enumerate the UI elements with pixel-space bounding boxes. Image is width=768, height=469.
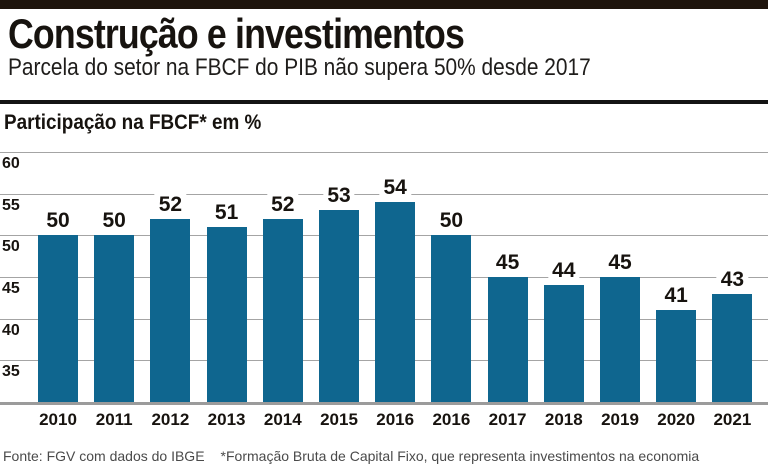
- bar: [150, 218, 191, 402]
- y-tick-label: 55: [2, 196, 20, 214]
- bar: [487, 277, 528, 402]
- bar-value-label: 45: [491, 250, 524, 275]
- bar: [712, 293, 753, 402]
- x-tick-label: 2011: [95, 410, 133, 429]
- x-axis-line: [0, 402, 768, 405]
- chart-title: Participação na FBCF* em %: [4, 111, 262, 134]
- bar-value-label: 45: [604, 250, 636, 275]
- x-tick-label: 2016: [432, 410, 471, 429]
- x-tick-label: 2019: [601, 410, 639, 429]
- chart-footer: Fonte: FGV com dados do IBGE *Formação Br…: [3, 448, 699, 464]
- source-text: Fonte: FGV com dados do IBGE: [3, 448, 205, 464]
- bar: [38, 235, 78, 402]
- page-title: Construção e investimentos: [8, 10, 465, 57]
- page-subtitle: Parcela do setor na FBCF do PIB não supe…: [8, 54, 591, 81]
- y-tick-label: 45: [2, 280, 20, 297]
- bar-value-label: 51: [210, 200, 243, 225]
- bar-value-label: 50: [98, 208, 130, 234]
- x-tick-label: 2020: [657, 410, 696, 429]
- y-tick-label: 60: [2, 155, 20, 172]
- x-tick-label: 2014: [263, 410, 302, 429]
- x-tick-label: 2012: [151, 410, 190, 429]
- bar-chart: 35 40 45 50 55 60 50 50 52 51 52 53 54 50 45 44 45 41 43 20…: [0, 152, 768, 437]
- gridline: [0, 152, 768, 153]
- header-divider: [0, 100, 768, 104]
- x-tick-label: 2013: [207, 410, 246, 429]
- bar-value-label: 44: [548, 258, 580, 284]
- x-tick-label: 2010: [39, 410, 77, 429]
- bar: [543, 285, 584, 402]
- bar: [94, 235, 135, 402]
- bar-value-label: 41: [660, 283, 692, 309]
- bar: [431, 235, 472, 402]
- bar: [206, 227, 247, 402]
- bar: [656, 310, 697, 402]
- y-tick-label: 35: [2, 363, 20, 381]
- bar: [375, 202, 416, 402]
- x-tick-label: 2015: [320, 410, 358, 429]
- bar: [600, 277, 640, 402]
- bar-value-label: 50: [435, 208, 468, 234]
- bar-value-label: 52: [267, 191, 299, 217]
- y-tick-label: 50: [2, 238, 20, 256]
- x-tick-label: 2018: [544, 410, 583, 429]
- bar: [319, 210, 359, 402]
- y-tick-label: 40: [2, 321, 20, 339]
- top-band: [0, 0, 768, 9]
- bar-value-label: 52: [154, 191, 187, 217]
- x-tick-label: 2016: [376, 410, 415, 429]
- x-tick-label: 2017: [488, 410, 527, 429]
- bar-value-label: 50: [42, 208, 74, 234]
- footnote-text: *Formação Bruta de Capital Fixo, que rep…: [220, 448, 700, 464]
- bar-value-label: 43: [716, 266, 749, 292]
- x-tick-label: 2021: [713, 410, 752, 429]
- bar-value-label: 54: [379, 175, 411, 200]
- bar: [262, 218, 303, 402]
- bar-value-label: 53: [323, 183, 355, 209]
